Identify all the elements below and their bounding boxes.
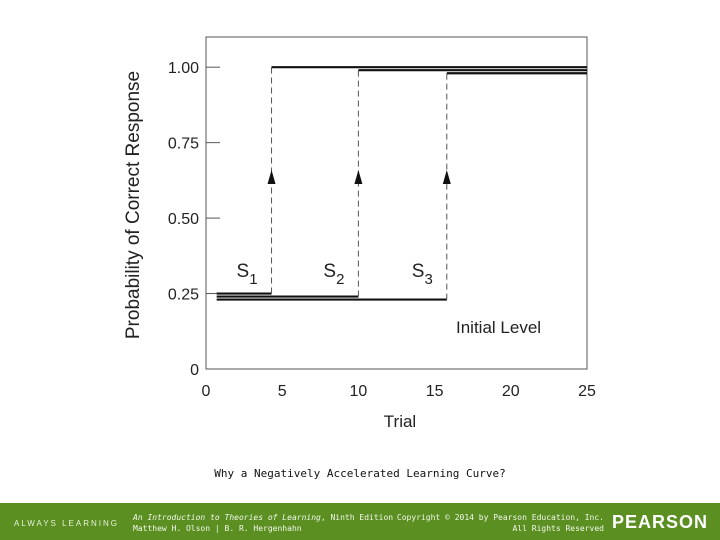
book-edition: , Ninth Edition (320, 513, 394, 522)
series-s2-arrow-icon (354, 170, 363, 184)
footer-bar: ALWAYS LEARNING An Introduction to Theor… (0, 503, 720, 540)
book-credit: An Introduction to Theories of Learning,… (133, 512, 393, 534)
learning-curve-chart: 0 0.25 0.50 0.75 1.00 0 5 10 15 20 25 S1 S2 S3 Prob… (123, 36, 596, 431)
y-tick-label: 0.50 (168, 211, 199, 228)
always-learning-tagline: ALWAYS LEARNING (14, 519, 119, 528)
copyright-block: Copyright © 2014 by Pearson Education, I… (397, 512, 604, 534)
slide-caption: Why a Negatively Accelerated Learning Cu… (214, 467, 506, 480)
series-s3-arrow-icon (442, 170, 451, 184)
x-tick-label: 5 (278, 383, 287, 400)
y-tick-label: 1.00 (168, 60, 199, 77)
plot-frame (205, 36, 588, 370)
y-tick-label: 0.75 (168, 136, 199, 153)
pearson-logo: PEARSON (611, 512, 708, 532)
series-group: S1 S2 S3 (216, 66, 587, 301)
y-axis-label: Probability of Correct Response (123, 71, 144, 339)
x-axis-ticks: 0 5 10 15 20 25 (202, 383, 596, 400)
y-tick-label: 0 (190, 362, 199, 379)
x-tick-label: 25 (578, 383, 596, 400)
y-tick-label: 0.25 (168, 287, 199, 304)
x-tick-label: 0 (202, 383, 211, 400)
x-tick-label: 15 (426, 383, 444, 400)
x-tick-label: 20 (502, 383, 520, 400)
series-s1-arrow-icon (267, 170, 276, 184)
x-axis-label: Trial (384, 412, 416, 431)
y-axis-ticks: 0 0.25 0.50 0.75 1.00 (168, 60, 220, 379)
copyright-text: Copyright © 2014 by Pearson Education, I… (396, 513, 604, 522)
series-label-s1: S1 (237, 261, 258, 288)
x-tick-label: 10 (350, 383, 368, 400)
book-title: An Introduction to Theories of Learning (133, 513, 321, 522)
rights-text: All Rights Reserved (512, 524, 604, 533)
book-authors: Matthew H. Olson | B. R. Hergenhahn (133, 524, 302, 533)
series-label-s3: S3 (412, 261, 433, 288)
annotation-initial-level: Initial Level (456, 318, 541, 337)
series-label-s2: S2 (323, 261, 344, 288)
